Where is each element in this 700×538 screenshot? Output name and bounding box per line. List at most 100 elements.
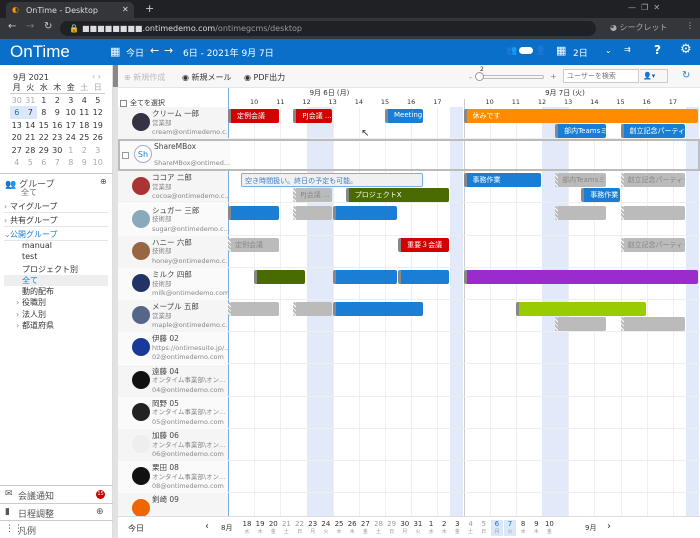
calendar-day[interactable]: 9 bbox=[81, 158, 87, 168]
group-item[interactable]: › 法人別 bbox=[4, 309, 108, 320]
calendar-event[interactable]: 部内Teamsミ... bbox=[555, 173, 607, 188]
calendar-day[interactable]: 10 bbox=[92, 158, 103, 168]
calendar-event[interactable] bbox=[332, 302, 424, 317]
calendar-day[interactable]: 1 bbox=[68, 145, 74, 155]
caret-icon[interactable]: › bbox=[4, 202, 8, 211]
group-item[interactable]: › 都道府県 bbox=[4, 320, 108, 331]
incognito-badge[interactable]: ◕ シークレット bbox=[610, 23, 668, 32]
caret-icon[interactable]: ⌄ bbox=[4, 230, 11, 239]
calendar-day[interactable]: 7 bbox=[23, 106, 37, 119]
calendar-event[interactable]: 部内Teamsミ... bbox=[555, 123, 607, 138]
calendar-event[interactable] bbox=[332, 270, 398, 284]
strip-date[interactable]: 10 金 bbox=[543, 520, 555, 536]
group-item[interactable]: ⌄公開グループ bbox=[4, 227, 108, 241]
user-info[interactable]: 剣崎 09 bbox=[118, 493, 228, 516]
calendar-event[interactable] bbox=[228, 205, 280, 220]
calendar-day[interactable]: 15 bbox=[38, 120, 49, 130]
calendar-event[interactable] bbox=[463, 270, 698, 284]
legend[interactable]: ⋮⋮ 凡例 bbox=[0, 520, 113, 537]
zoom-slider[interactable] bbox=[475, 72, 544, 81]
calendar-day[interactable]: 6 bbox=[10, 106, 24, 119]
calendar-day[interactable]: 10 bbox=[65, 107, 76, 117]
caret-icon[interactable]: › bbox=[4, 216, 8, 225]
strip-date[interactable]: 25 水 bbox=[333, 520, 345, 536]
calendar-event[interactable]: 定例会議 bbox=[228, 109, 280, 123]
reload-icon[interactable]: ↻ bbox=[44, 21, 53, 32]
calendar-day[interactable]: 24 bbox=[65, 133, 76, 143]
group-item[interactable]: manual bbox=[4, 241, 108, 252]
calendar-event[interactable] bbox=[293, 205, 332, 220]
group-item[interactable]: 全て bbox=[4, 274, 108, 287]
calendar-day[interactable]: 30 bbox=[52, 145, 63, 155]
calendar-day[interactable]: 4 bbox=[81, 95, 87, 105]
user-info[interactable]: 加藤 06 オンタイム事業部\オン... 06@ontimedemo.com bbox=[118, 429, 228, 461]
calendar-event[interactable]: 空き時間扱い。終日の予定も可能。 bbox=[241, 173, 424, 188]
strip-date[interactable]: 28 土 bbox=[373, 520, 385, 536]
user-info[interactable]: ミルク 四郎 技術部 milk@ontimedemo.com bbox=[118, 268, 228, 300]
calendar-event[interactable]: Meeting bbox=[385, 109, 424, 123]
calendar-day[interactable]: 30 bbox=[11, 95, 22, 105]
calendar-event[interactable]: PJ会議 ... bbox=[293, 187, 332, 202]
calendar-event[interactable] bbox=[620, 205, 685, 220]
zoom-plus[interactable]: + bbox=[550, 72, 557, 81]
calendar-day[interactable]: 28 bbox=[25, 145, 36, 155]
new-button[interactable]: ⊕ 新規作成 bbox=[124, 73, 166, 82]
caret-icon[interactable]: › bbox=[16, 309, 20, 319]
group-item[interactable]: › 共有グループ bbox=[4, 213, 108, 227]
today-button[interactable]: 今日 bbox=[126, 49, 145, 59]
calendar-day[interactable]: 16 bbox=[52, 120, 63, 130]
strip-next-button[interactable]: › bbox=[607, 521, 611, 532]
caret-icon[interactable]: › bbox=[16, 321, 20, 331]
group-item[interactable]: 動的配布 bbox=[4, 286, 108, 297]
calendar-day[interactable]: 25 bbox=[79, 133, 90, 143]
user-search-input[interactable] bbox=[563, 69, 639, 83]
calendar-event[interactable]: 定例会議 bbox=[228, 237, 280, 252]
calendar-day[interactable]: 7 bbox=[54, 158, 60, 168]
user-info[interactable]: ココア 二郎 営業部 cocoa@ontimedemo.c... bbox=[118, 171, 228, 204]
calendar-day[interactable]: 3 bbox=[68, 95, 74, 105]
calendar-day[interactable]: 6 bbox=[41, 158, 47, 168]
calendar-event[interactable]: PJ会議 ... bbox=[293, 109, 332, 123]
strip-today-button[interactable]: 今日 bbox=[128, 524, 144, 533]
group-item[interactable]: プロジェクト別 bbox=[4, 264, 108, 275]
strip-date[interactable]: 30 月 bbox=[399, 520, 411, 536]
close-tab-icon[interactable]: ✕ bbox=[122, 5, 129, 14]
calendar-day[interactable]: 13 bbox=[11, 120, 22, 130]
strip-date[interactable]: 31 火 bbox=[412, 520, 424, 536]
user-info[interactable]: シュガー 三郎 技術部 sugar@ontimedemo.c... bbox=[118, 203, 228, 236]
calendar-day[interactable]: 20 bbox=[11, 133, 22, 143]
calendar-event[interactable] bbox=[515, 302, 646, 317]
user-info[interactable]: 遠藤 04 オンタイム事業部\オン... 04@ontimedemo.com bbox=[118, 364, 228, 397]
browser-tab[interactable]: ◐ OnTime - Desktop ✕ bbox=[6, 2, 134, 18]
group-item[interactable]: › マイグループ bbox=[4, 199, 108, 213]
calendar-event[interactable] bbox=[254, 270, 306, 284]
calendar-event[interactable] bbox=[293, 302, 332, 317]
caret-icon[interactable]: › bbox=[16, 298, 20, 308]
calendar-day[interactable]: 8 bbox=[68, 158, 74, 168]
calendar-event[interactable] bbox=[555, 205, 607, 220]
strip-date[interactable]: 20 金 bbox=[267, 520, 279, 536]
calendar-event[interactable]: 創立記念パーティー bbox=[620, 173, 685, 188]
strip-date[interactable]: 22 日 bbox=[294, 520, 306, 536]
calendar-event[interactable]: 重要３会議 bbox=[398, 237, 450, 252]
calendar-day[interactable]: 27 bbox=[11, 145, 22, 155]
group-item[interactable]: test bbox=[4, 252, 108, 263]
calendar-day[interactable]: 31 bbox=[25, 95, 36, 105]
checkbox[interactable] bbox=[120, 99, 127, 107]
meeting-notice[interactable]: ✉ 会議通知 15 bbox=[0, 485, 113, 502]
calendar-day[interactable]: 29 bbox=[38, 145, 49, 155]
calendar-day[interactable]: 4 bbox=[14, 158, 20, 168]
calendar-day[interactable]: 12 bbox=[92, 107, 103, 117]
window-controls[interactable]: — ❐ ✕ bbox=[628, 3, 661, 12]
add-icon[interactable]: ⊕ bbox=[96, 507, 104, 517]
refresh-icon[interactable]: ↻ bbox=[682, 70, 691, 81]
zoom-minus[interactable]: - bbox=[469, 73, 472, 82]
calendar-day[interactable]: 1 bbox=[41, 95, 47, 105]
calendar-event[interactable]: 休みです bbox=[463, 109, 698, 123]
user-info[interactable]: 岡野 05 オンタイム事業部\オン... 05@ontimedemo.com bbox=[118, 396, 228, 429]
strip-date[interactable]: 21 土 bbox=[280, 520, 292, 536]
